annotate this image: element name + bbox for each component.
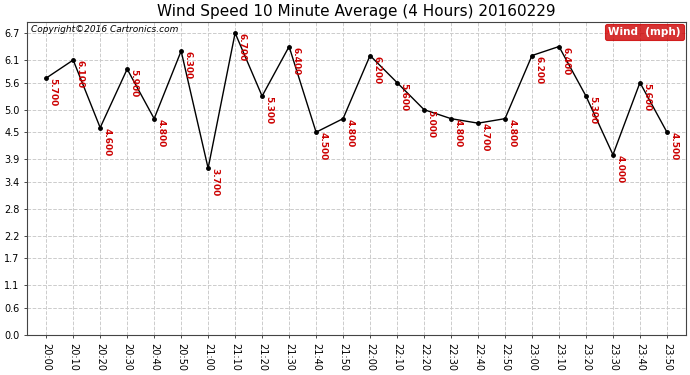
Text: 5.000: 5.000 xyxy=(426,110,435,138)
Text: 6.400: 6.400 xyxy=(562,46,571,75)
Text: 6.100: 6.100 xyxy=(76,60,85,88)
Text: 5.700: 5.700 xyxy=(48,78,58,106)
Text: 5.600: 5.600 xyxy=(400,82,408,111)
Text: 4.500: 4.500 xyxy=(669,132,678,160)
Text: 4.800: 4.800 xyxy=(157,118,166,147)
Title: Wind Speed 10 Minute Average (4 Hours) 20160229: Wind Speed 10 Minute Average (4 Hours) 2… xyxy=(157,4,556,19)
Text: 4.800: 4.800 xyxy=(453,118,462,147)
Text: 4.600: 4.600 xyxy=(103,128,112,156)
Text: 4.800: 4.800 xyxy=(507,118,516,147)
Text: 4.800: 4.800 xyxy=(346,118,355,147)
Text: 5.300: 5.300 xyxy=(264,96,273,124)
Text: 6.400: 6.400 xyxy=(292,46,301,75)
Text: 6.200: 6.200 xyxy=(535,56,544,84)
Text: Copyright©2016 Cartronics.com: Copyright©2016 Cartronics.com xyxy=(30,25,178,34)
Text: 4.500: 4.500 xyxy=(319,132,328,160)
Legend: Wind  (mph): Wind (mph) xyxy=(605,24,684,40)
Text: 6.300: 6.300 xyxy=(184,51,193,79)
Text: 4.000: 4.000 xyxy=(615,155,624,183)
Text: 3.700: 3.700 xyxy=(210,168,219,196)
Text: 5.300: 5.300 xyxy=(589,96,598,124)
Text: 4.700: 4.700 xyxy=(480,123,489,152)
Text: 6.200: 6.200 xyxy=(373,56,382,84)
Text: 6.700: 6.700 xyxy=(237,33,246,61)
Text: 5.600: 5.600 xyxy=(642,82,651,111)
Text: 5.900: 5.900 xyxy=(130,69,139,97)
